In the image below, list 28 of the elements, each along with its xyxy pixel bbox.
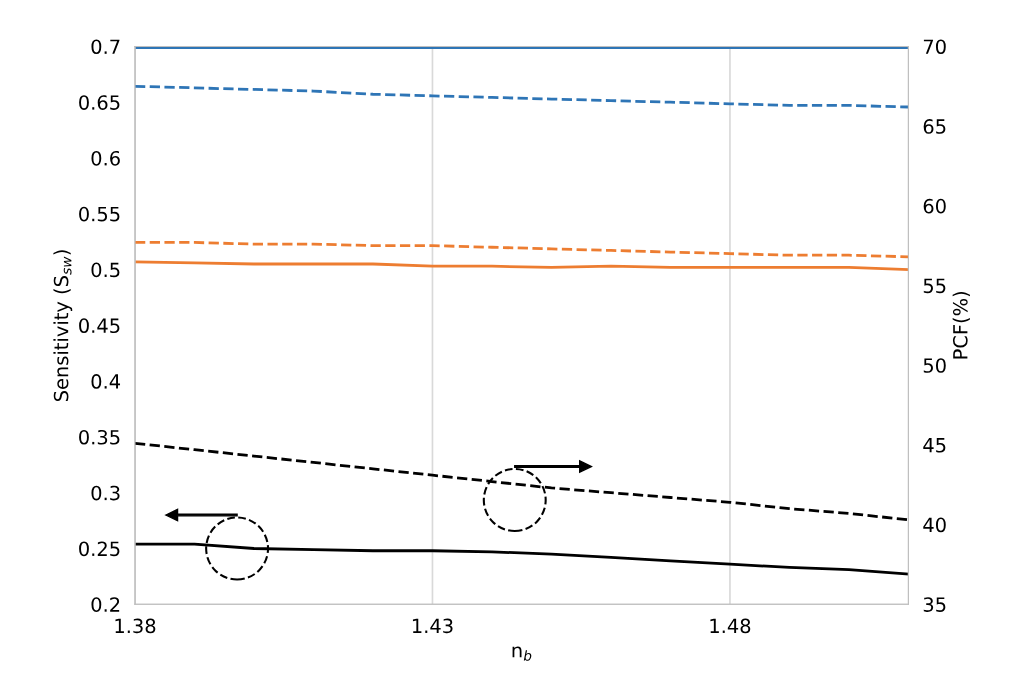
y-tick-label: 0.6 bbox=[91, 150, 120, 166]
x-axis-title: n$_{b}$ bbox=[512, 646, 532, 661]
y-tick-label: 0.35 bbox=[79, 429, 120, 445]
x-tick-label: 1.48 bbox=[710, 618, 751, 634]
y2-tick-label: 45 bbox=[923, 438, 946, 453]
y-tick-label: 0.65 bbox=[79, 95, 120, 110]
y2-axis-title: PCF(%) bbox=[952, 291, 970, 359]
y2-tick-label: 35 bbox=[923, 597, 946, 612]
y2-tick-label: 55 bbox=[923, 278, 946, 294]
y-tick-label: 0.4 bbox=[91, 374, 121, 389]
y2-tick-label: 60 bbox=[923, 198, 946, 214]
y-axis-title: Sensitivity (S$_{sw}$) bbox=[53, 250, 73, 402]
y2-tick-label: 65 bbox=[923, 119, 946, 134]
line-series bbox=[135, 241, 909, 259]
y-tick-label: 0.45 bbox=[79, 318, 120, 334]
y2-tick-label: 50 bbox=[923, 358, 946, 373]
y-tick-label: 0.2 bbox=[91, 597, 120, 612]
y2-tick-label: 70 bbox=[923, 39, 946, 55]
y2-tick-label: 40 bbox=[923, 517, 946, 533]
y-tick-label: 0.7 bbox=[91, 39, 120, 55]
y-tick-label: 0.55 bbox=[79, 206, 120, 222]
x-tick-label: 1.38 bbox=[115, 618, 156, 634]
x-tick-label: 1.43 bbox=[412, 618, 453, 634]
y-tick-label: 0.3 bbox=[91, 485, 120, 501]
line-series bbox=[135, 84, 909, 109]
line-series bbox=[135, 260, 909, 271]
y-tick-label: 0.5 bbox=[91, 262, 120, 278]
y-tick-label: 0.25 bbox=[79, 541, 120, 557]
